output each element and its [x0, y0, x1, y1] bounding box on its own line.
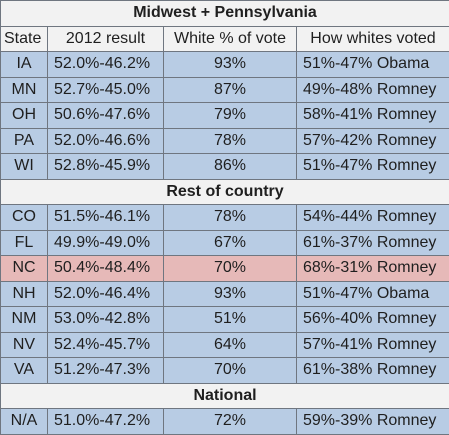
state-cell: FL: [1, 230, 48, 256]
white-share-cell: 93%: [164, 52, 297, 78]
white-share-cell: 78%: [164, 205, 297, 231]
white-share-cell: 64%: [164, 332, 297, 358]
white-vote-cell: 56%-40% Romney: [297, 307, 449, 333]
column-header-how: How whites voted: [297, 26, 449, 52]
state-cell: PA: [1, 128, 48, 154]
section-header-row: Rest of country: [1, 179, 449, 205]
white-vote-cell: 58%-41% Romney: [297, 103, 449, 129]
state-cell: N/A: [1, 409, 48, 435]
white-vote-cell: 59%-39% Romney: [297, 409, 449, 435]
state-cell: VA: [1, 358, 48, 384]
white-vote-cell: 49%-48% Romney: [297, 77, 449, 103]
result-cell: 49.9%-49.0%: [48, 230, 164, 256]
white-share-cell: 87%: [164, 77, 297, 103]
state-cell: CO: [1, 205, 48, 231]
result-cell: 52.7%-45.0%: [48, 77, 164, 103]
white-share-cell: 79%: [164, 103, 297, 129]
white-vote-cell: 54%-44% Romney: [297, 205, 449, 231]
white-share-cell: 72%: [164, 409, 297, 435]
result-cell: 52.0%-46.4%: [48, 281, 164, 307]
white-share-cell: 86%: [164, 154, 297, 180]
state-cell: NM: [1, 307, 48, 333]
state-cell: OH: [1, 103, 48, 129]
section-title: National: [1, 383, 449, 409]
white-vote-cell: 57%-41% Romney: [297, 332, 449, 358]
result-cell: 51.5%-46.1%: [48, 205, 164, 231]
result-cell: 51.0%-47.2%: [48, 409, 164, 435]
white-share-cell: 67%: [164, 230, 297, 256]
white-share-cell: 70%: [164, 358, 297, 384]
column-header-state: State: [1, 26, 48, 52]
white-share-cell: 70%: [164, 256, 297, 282]
column-header-white: White % of vote: [164, 26, 297, 52]
state-cell: NV: [1, 332, 48, 358]
state-cell: IA: [1, 52, 48, 78]
section-title: Midwest + Pennsylvania: [1, 1, 449, 27]
state-cell: NH: [1, 281, 48, 307]
result-cell: 50.6%-47.6%: [48, 103, 164, 129]
white-share-cell: 51%: [164, 307, 297, 333]
state-cell: MN: [1, 77, 48, 103]
result-cell: 52.0%-46.6%: [48, 128, 164, 154]
result-cell: 53.0%-42.8%: [48, 307, 164, 333]
white-vote-cell: 61%-38% Romney: [297, 358, 449, 384]
section-header-row: Midwest + Pennsylvania: [1, 1, 449, 27]
white-vote-cell: 51%-47% Obama: [297, 281, 449, 307]
white-vote-cell: 51%-47% Obama: [297, 52, 449, 78]
section-header-row: National: [1, 383, 449, 409]
section-title: Rest of country: [1, 179, 449, 205]
white-vote-cell: 61%-37% Romney: [297, 230, 449, 256]
result-cell: 52.0%-46.2%: [48, 52, 164, 78]
result-cell: 52.4%-45.7%: [48, 332, 164, 358]
white-vote-cell: 68%-31% Romney: [297, 256, 449, 282]
state-cell: NC: [1, 256, 48, 282]
white-share-cell: 93%: [164, 281, 297, 307]
state-cell: WI: [1, 154, 48, 180]
column-header-result: 2012 result: [48, 26, 164, 52]
column-header-row: State 2012 result White % of vote How wh…: [1, 26, 449, 52]
result-cell: 51.2%-47.3%: [48, 358, 164, 384]
result-cell: 52.8%-45.9%: [48, 154, 164, 180]
result-cell: 50.4%-48.4%: [48, 256, 164, 282]
white-vote-cell: 51%-47% Romney: [297, 154, 449, 180]
white-vote-cell: 57%-42% Romney: [297, 128, 449, 154]
white-share-cell: 78%: [164, 128, 297, 154]
